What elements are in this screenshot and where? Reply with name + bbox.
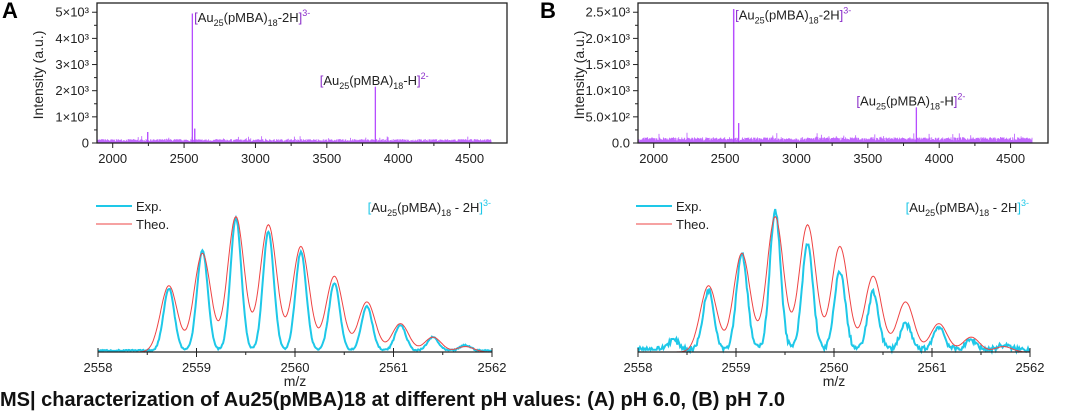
legend-label-theo: Theo. — [676, 217, 709, 232]
y-tick-label: 2.5×10³ — [586, 5, 631, 20]
figure-caption: MS| characterization of Au25(pMBA)18 at … — [0, 389, 785, 411]
y-tick-label: 2.0×10³ — [586, 31, 631, 46]
y-tick-label: 3×10³ — [55, 57, 89, 72]
legend-label-theo: Theo. — [136, 217, 169, 232]
x-tick-label: 2562 — [1016, 360, 1045, 375]
legend-label-exp: Exp. — [136, 199, 162, 214]
peak-annotation: [Au25(pMBA)18-2H]3- — [735, 5, 851, 25]
x-axis-label: m/z — [284, 373, 307, 389]
x-tick-label: 4000 — [384, 151, 413, 166]
legend: Exp. Theo. — [96, 199, 169, 232]
x-tick-label: 2500 — [170, 151, 199, 166]
y-tick-label: 5×10³ — [55, 5, 89, 20]
y-axis-label: Intensity (a.u.) — [571, 31, 587, 120]
figure: 0 1×10³ 2×10³ 3×10³ 4×10³ 5×10³ 2000 2500 3000 35… — [2, 0, 1049, 389]
series-exp-line — [97, 214, 493, 353]
chart-A-top: 0 1×10³ 2×10³ 3×10³ 4×10³ 5×10³ 2000 2500 3000 35… — [2, 0, 508, 166]
isotope-annotation: [Au25(pMBA)18 - 2H]3- — [906, 198, 1029, 218]
x-tick-label: 3500 — [312, 151, 341, 166]
x-tick-label: 3500 — [853, 151, 882, 166]
legend-label-exp: Exp. — [676, 199, 702, 214]
y-tick-label: 1.5×10³ — [586, 57, 631, 72]
x-tick-label: 2561 — [918, 360, 947, 375]
spectrum-trace — [96, 13, 492, 143]
y-tick-label: 4×10³ — [55, 31, 89, 46]
plot-frame — [637, 2, 1049, 144]
x-tick-label: 4500 — [996, 151, 1025, 166]
spectrum-trace — [637, 9, 1033, 143]
x-tick-label: 4000 — [925, 151, 954, 166]
x-tick-label: 2562 — [478, 360, 507, 375]
x-tick-label: 2000 — [98, 151, 127, 166]
peak-annotation: [Au25(pMBA)18-H]2- — [320, 71, 429, 91]
legend: Exp. Theo. — [636, 199, 709, 232]
y-tick-label: 1×10³ — [55, 109, 89, 124]
x-tick-label: 2500 — [711, 151, 740, 166]
x-tick-label: 2560 — [281, 360, 310, 375]
peak-annotation: [Au25(pMBA)18-H]2- — [856, 92, 965, 112]
x-tick-label: 2559 — [182, 360, 211, 375]
x-tick-label: 4500 — [455, 151, 484, 166]
x-tick-label: 2558 — [84, 360, 113, 375]
y-tick-label: 0.0 — [612, 136, 630, 151]
x-axis-label: m/z — [823, 373, 846, 389]
chart-A-bottom: 2558 2559 2560 2561 2562 m/z Exp. Theo. [Au25(pM… — [84, 198, 507, 389]
y-axis-label: Intensity (a.u.) — [30, 31, 46, 120]
y-tick-label: 0 — [82, 136, 89, 151]
y-tick-label: 2×10³ — [55, 83, 89, 98]
chart-B-bottom: 2558 2559 2560 2561 2562 m/z Exp. Theo. [Au25(pM… — [624, 198, 1045, 389]
x-tick-label: 3000 — [782, 151, 811, 166]
peak-annotation: [Au25(pMBA)18-2H]3- — [194, 8, 310, 28]
panel-label: A — [2, 0, 18, 23]
y-tick-label: 1.0×10³ — [586, 83, 631, 98]
series-theo-line — [98, 216, 493, 353]
x-tick-label: 3000 — [241, 151, 270, 166]
y-tick-label: 5.0×10² — [586, 109, 631, 124]
series-theo-line — [638, 216, 1031, 353]
x-tick-label: 2000 — [639, 151, 668, 166]
x-tick-label: 2561 — [379, 360, 408, 375]
chart-B-top: 0.0 5.0×10² 1.0×10³ 1.5×10³ 2.0×10³ 2.5×10³ 20… — [540, 0, 1049, 166]
x-tick-label: 2558 — [624, 360, 653, 375]
plot-frame — [96, 2, 508, 144]
panel-label: B — [540, 0, 556, 23]
isotope-annotation: [Au25(pMBA)18 - 2H]3- — [368, 198, 491, 218]
x-tick-label: 2559 — [722, 360, 751, 375]
x-tick-label: 2560 — [820, 360, 849, 375]
series-exp-line — [637, 208, 1031, 356]
